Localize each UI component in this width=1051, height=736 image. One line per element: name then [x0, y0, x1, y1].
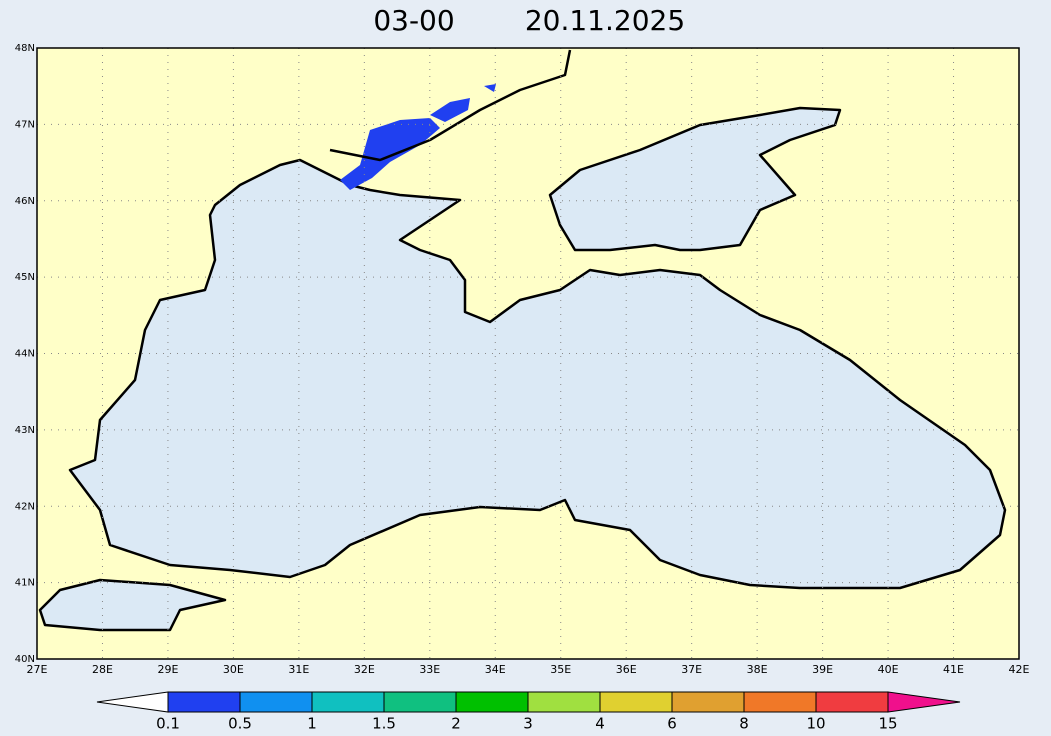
colorbar-label: 0.1 — [156, 715, 180, 733]
colorbar-label: 4 — [595, 715, 605, 733]
title-date: 20.11.2025 — [525, 4, 685, 37]
lon-label: 28E — [92, 663, 113, 676]
colorbar-box — [743, 691, 817, 713]
lon-label: 34E — [485, 663, 506, 676]
colorbar-box — [671, 691, 745, 713]
colorbar-label: 6 — [667, 715, 677, 733]
lat-label: 44N — [15, 349, 35, 360]
lon-label: 35E — [550, 663, 571, 676]
lat-label: 40N — [15, 654, 35, 665]
colorbar-box — [311, 691, 385, 713]
title-time: 03-00 — [373, 4, 454, 37]
colorbar-box — [815, 691, 889, 713]
map — [36, 47, 1020, 660]
lon-label: 41E — [943, 663, 964, 676]
lon-label: 36E — [616, 663, 637, 676]
colorbar-label: 0.5 — [228, 715, 252, 733]
colorbar-label: 1.5 — [372, 715, 396, 733]
lon-label: 29E — [157, 663, 178, 676]
colorbar: 0.1 0.5 1 1.5 2 3 4 6 8 10 15 — [96, 691, 961, 733]
map-frame — [36, 47, 1020, 660]
precip-area — [340, 84, 496, 190]
lat-label: 43N — [15, 425, 35, 436]
colorbar-box — [239, 691, 313, 713]
colorbar-label: 3 — [523, 715, 533, 733]
lon-label: 31E — [288, 663, 309, 676]
river — [329, 49, 572, 162]
colorbar-label: 1 — [307, 715, 317, 733]
black-sea — [68, 158, 1007, 590]
lon-label: 33E — [419, 663, 440, 676]
lon-label: 30E — [223, 663, 244, 676]
colorbar-arrow — [96, 691, 169, 713]
sea-of-marmara — [38, 578, 227, 632]
lon-label: 39E — [812, 663, 833, 676]
colorbar-label: 2 — [451, 715, 461, 733]
colorbar-box — [527, 691, 601, 713]
colorbar-box — [383, 691, 457, 713]
colorbar-label: 8 — [739, 715, 749, 733]
lat-label: 42N — [15, 501, 35, 512]
colorbar-box — [167, 691, 241, 713]
colorbar-box — [455, 691, 529, 713]
colorbar-box — [599, 691, 673, 713]
grid — [37, 48, 1019, 659]
lon-label: 27E — [27, 663, 48, 676]
lat-label: 41N — [15, 578, 35, 589]
colorbar-label: 15 — [878, 715, 897, 733]
lon-label: 40E — [878, 663, 899, 676]
lat-label: 45N — [15, 272, 35, 283]
lon-label: 32E — [354, 663, 375, 676]
lon-label: 42E — [1009, 663, 1030, 676]
lon-label: 38E — [747, 663, 768, 676]
colorbar-arrow — [887, 691, 961, 713]
lat-label: 48N — [15, 43, 35, 54]
colorbar-label: 10 — [806, 715, 825, 733]
lon-label: 37E — [681, 663, 702, 676]
sea-of-azov — [548, 106, 842, 252]
lat-label: 47N — [15, 119, 35, 130]
lat-label: 46N — [15, 196, 35, 207]
